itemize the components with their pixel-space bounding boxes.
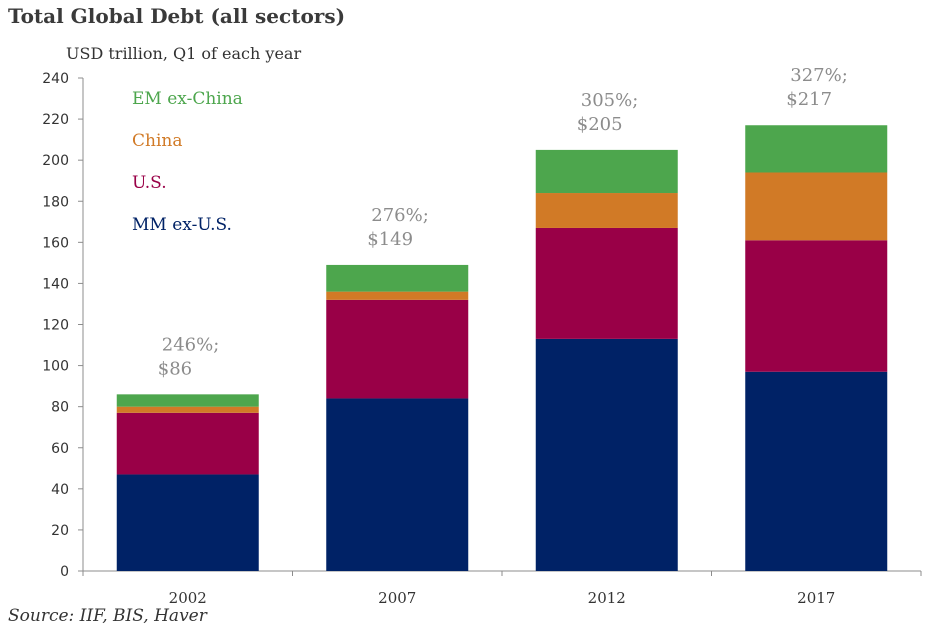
x-tick-label: 2017 — [797, 589, 835, 607]
y-tick-label: 160 — [42, 235, 69, 251]
bar-segment — [745, 172, 888, 241]
y-tick-label: 100 — [42, 359, 69, 375]
total-amount-label: $86 — [158, 358, 192, 379]
bar-segment — [116, 394, 259, 407]
y-tick-label: 140 — [42, 276, 69, 292]
y-tick-label: 240 — [42, 71, 69, 87]
y-tick-label: 200 — [42, 153, 69, 169]
legend-item: MM ex-U.S. — [132, 215, 232, 235]
bar-segment — [326, 264, 469, 292]
legend-item: China — [132, 131, 182, 151]
legend: EM ex-China China U.S. MM ex-U.S. — [132, 89, 243, 235]
total-percent-label: 327%; — [790, 65, 848, 86]
bar-segment — [535, 338, 678, 571]
x-tick-label: 2002 — [169, 589, 207, 607]
bar-segment — [116, 406, 259, 413]
legend-item: U.S. — [132, 173, 167, 193]
bar-segment — [326, 291, 469, 300]
bar-segment — [535, 227, 678, 339]
total-percent-label: 276%; — [371, 205, 429, 226]
total-amount-label: $217 — [786, 89, 832, 110]
bar-segment — [326, 398, 469, 571]
total-annotations: 246%; $86 276%; $149 305%; $205 327%; $217 — [158, 65, 848, 379]
bar-segment — [116, 412, 259, 475]
bar-segment — [116, 474, 259, 571]
bar-segment — [535, 149, 678, 194]
y-tick-label: 20 — [51, 523, 69, 539]
bar-segment — [326, 299, 469, 399]
total-amount-label: $205 — [577, 114, 623, 135]
source-note: Source: IIF, BIS, Haver — [8, 606, 207, 626]
y-tick-label: 60 — [51, 441, 69, 457]
bars — [116, 125, 888, 571]
y-tick-label: 40 — [51, 482, 69, 498]
x-tick-label: 2007 — [378, 589, 416, 607]
y-tick-label: 220 — [42, 112, 69, 128]
total-percent-label: 305%; — [581, 90, 639, 111]
x-tick-label: 2012 — [588, 589, 626, 607]
y-tick-label: 120 — [42, 318, 69, 334]
y-tick-label: 80 — [51, 400, 69, 416]
chart-subtitle: USD trillion, Q1 of each year — [66, 44, 302, 63]
bar-segment — [745, 125, 888, 173]
bar-segment — [745, 240, 888, 372]
total-percent-label: 246%; — [162, 334, 220, 355]
total-amount-label: $149 — [367, 229, 413, 250]
y-tick-label: 180 — [42, 194, 69, 210]
bar-segment — [535, 193, 678, 228]
axes: 0 20 40 60 80 100 120 140 160 180 200 220 240 2002 200… — [42, 71, 922, 607]
chart-title: Total Global Debt (all sectors) — [8, 4, 346, 28]
bar-segment — [745, 371, 888, 571]
legend-item: EM ex-China — [132, 89, 243, 109]
y-tick-label: 0 — [60, 564, 69, 580]
